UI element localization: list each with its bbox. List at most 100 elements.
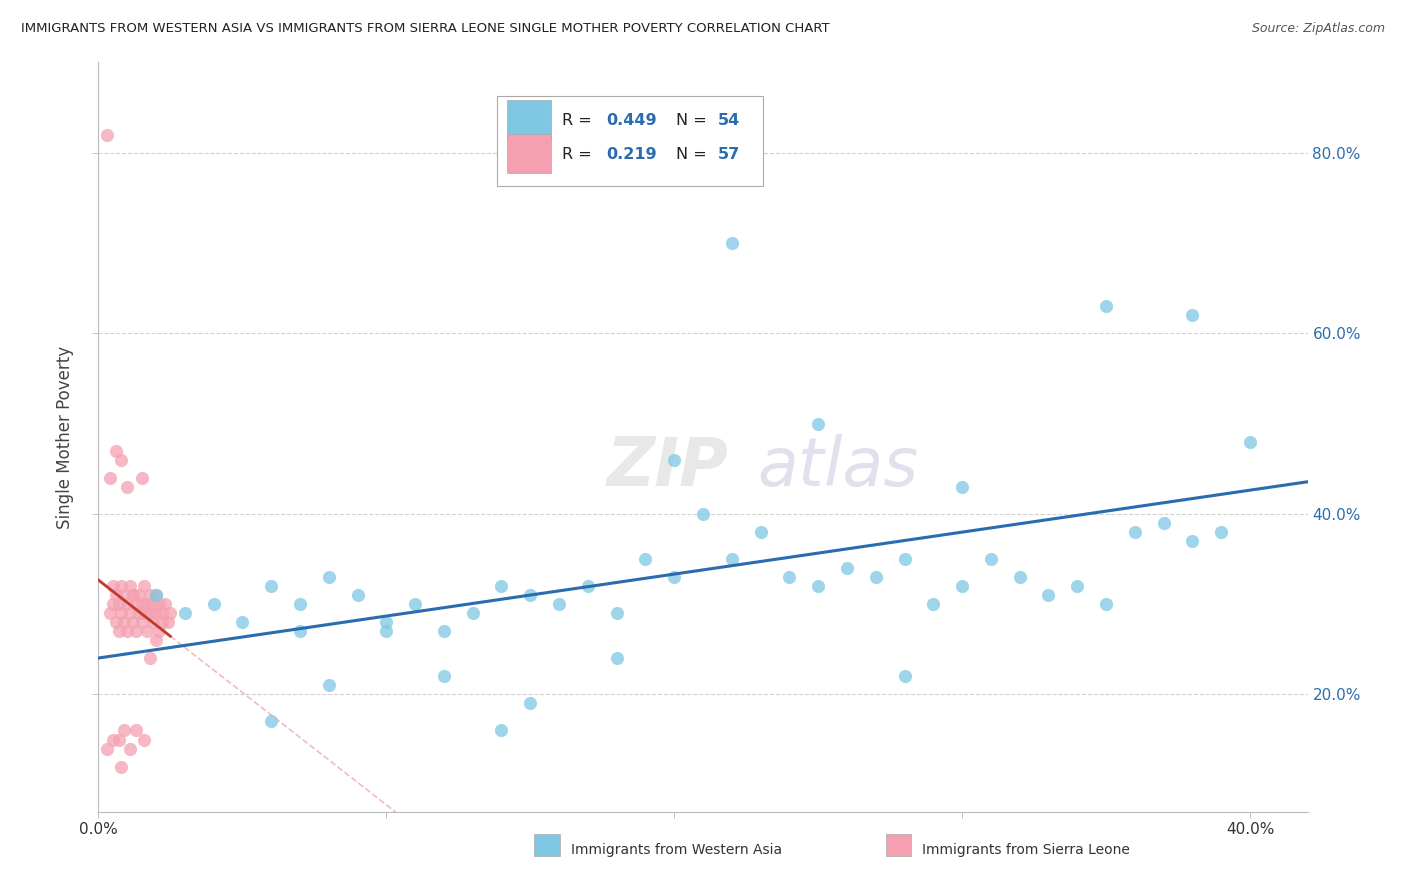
Point bbox=[96, 741, 118, 756]
Point bbox=[112, 615, 135, 629]
Point bbox=[346, 588, 368, 602]
Point bbox=[98, 471, 121, 485]
Point bbox=[950, 579, 973, 593]
Point bbox=[142, 615, 165, 629]
Point bbox=[128, 588, 150, 602]
Point bbox=[107, 597, 129, 611]
Point bbox=[112, 588, 135, 602]
Text: 0.219: 0.219 bbox=[606, 147, 657, 162]
Point bbox=[139, 588, 162, 602]
Point bbox=[159, 606, 181, 620]
Point bbox=[1211, 524, 1233, 539]
Point bbox=[107, 732, 129, 747]
Point bbox=[664, 570, 686, 584]
Point bbox=[101, 597, 124, 611]
Point bbox=[125, 597, 148, 611]
Point bbox=[433, 624, 456, 639]
Point bbox=[1095, 299, 1118, 313]
Point bbox=[1008, 570, 1031, 584]
Point bbox=[375, 615, 398, 629]
Point bbox=[1181, 308, 1204, 322]
Point bbox=[922, 597, 945, 611]
Point bbox=[125, 723, 148, 738]
Point bbox=[148, 624, 170, 639]
Point bbox=[110, 606, 132, 620]
Point bbox=[125, 624, 148, 639]
Point bbox=[634, 552, 657, 566]
Point bbox=[139, 651, 162, 665]
Point bbox=[134, 606, 156, 620]
Point bbox=[122, 615, 145, 629]
Point bbox=[153, 597, 176, 611]
Point bbox=[122, 588, 145, 602]
Text: N =: N = bbox=[676, 112, 713, 128]
Point bbox=[980, 552, 1002, 566]
Point bbox=[778, 570, 800, 584]
Point bbox=[110, 452, 132, 467]
Text: ZIP: ZIP bbox=[606, 434, 728, 500]
Point bbox=[893, 669, 915, 683]
Point bbox=[131, 597, 153, 611]
Point bbox=[375, 624, 398, 639]
Point bbox=[173, 606, 195, 620]
Text: R =: R = bbox=[561, 147, 596, 162]
Point bbox=[461, 606, 484, 620]
Point bbox=[1123, 524, 1146, 539]
Point bbox=[433, 669, 456, 683]
Point bbox=[101, 579, 124, 593]
Point bbox=[288, 597, 311, 611]
Text: 57: 57 bbox=[717, 147, 740, 162]
Point bbox=[104, 588, 127, 602]
Point bbox=[318, 570, 340, 584]
Y-axis label: Single Mother Poverty: Single Mother Poverty bbox=[56, 345, 75, 529]
Point bbox=[134, 732, 156, 747]
Point bbox=[145, 588, 167, 602]
Point bbox=[807, 579, 830, 593]
Point bbox=[150, 606, 173, 620]
Point bbox=[893, 552, 915, 566]
Point bbox=[1239, 434, 1261, 449]
Point bbox=[260, 714, 283, 729]
Text: atlas: atlas bbox=[758, 434, 918, 500]
Point bbox=[720, 235, 742, 250]
Text: R =: R = bbox=[561, 112, 596, 128]
FancyBboxPatch shape bbox=[508, 134, 551, 172]
Point bbox=[491, 579, 513, 593]
Point bbox=[606, 606, 628, 620]
Point bbox=[131, 471, 153, 485]
Point bbox=[145, 588, 167, 602]
Point bbox=[136, 597, 159, 611]
Text: 54: 54 bbox=[717, 112, 740, 128]
Point bbox=[120, 579, 142, 593]
Point bbox=[288, 624, 311, 639]
Point bbox=[107, 624, 129, 639]
FancyBboxPatch shape bbox=[498, 96, 763, 186]
Point bbox=[104, 615, 127, 629]
Point bbox=[156, 615, 179, 629]
Point bbox=[134, 579, 156, 593]
FancyBboxPatch shape bbox=[508, 100, 551, 139]
Text: N =: N = bbox=[676, 147, 713, 162]
Point bbox=[519, 697, 541, 711]
Point bbox=[145, 606, 167, 620]
Point bbox=[112, 723, 135, 738]
Point bbox=[664, 452, 686, 467]
Point bbox=[260, 579, 283, 593]
Point bbox=[720, 552, 742, 566]
Point bbox=[115, 597, 138, 611]
Point bbox=[148, 597, 170, 611]
Point bbox=[807, 417, 830, 431]
Point bbox=[96, 128, 118, 142]
Text: 0.449: 0.449 bbox=[606, 112, 657, 128]
Point bbox=[491, 723, 513, 738]
Point bbox=[835, 561, 858, 575]
Point bbox=[548, 597, 571, 611]
Point bbox=[1181, 533, 1204, 548]
Point bbox=[110, 759, 132, 773]
Point bbox=[950, 480, 973, 494]
Point bbox=[606, 651, 628, 665]
Point bbox=[110, 579, 132, 593]
Text: Immigrants from Sierra Leone: Immigrants from Sierra Leone bbox=[922, 843, 1130, 857]
Point bbox=[1153, 516, 1175, 530]
Point bbox=[231, 615, 253, 629]
